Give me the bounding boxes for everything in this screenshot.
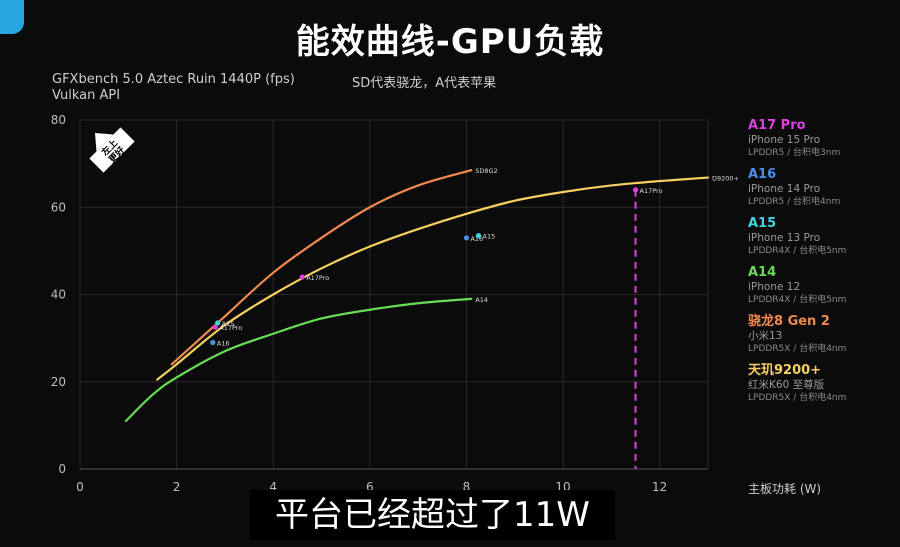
- legend-item-a14: A14 iPhone 12 LPDDR4X / 台积电5nm: [748, 265, 898, 306]
- legend-device: iPhone 14 Pro: [748, 183, 821, 195]
- api-label: Vulkan API: [52, 88, 121, 103]
- y-tick-label: 80: [51, 113, 66, 127]
- legend-device: 小米13: [748, 330, 783, 342]
- legend-device: iPhone 15 Pro: [748, 134, 821, 146]
- better-badge: 左上 更好: [89, 127, 135, 173]
- legend-note: SD代表骁龙，A代表苹果: [352, 76, 497, 91]
- point-label: A17Pro: [219, 324, 242, 332]
- series-line: [156, 176, 710, 381]
- series-line: [170, 169, 473, 366]
- legend-memory: LPDDR5 / 台积电3nm: [748, 148, 841, 158]
- legend-name: 天玑9200+: [748, 363, 822, 378]
- y-tick-label: 60: [51, 200, 66, 214]
- y-tick-label: 40: [51, 288, 66, 302]
- series-end-label: D9200+: [712, 175, 739, 183]
- point-label: A15: [483, 233, 496, 241]
- y-tick-label: 20: [51, 375, 66, 389]
- legend-device: 红米K60 至尊版: [748, 379, 825, 391]
- x-tick-label: 6: [366, 480, 374, 494]
- legend-memory: LPDDR5X / 台积电4nm: [748, 393, 847, 403]
- chart-grid: [79, 119, 709, 470]
- legend-memory: LPDDR5X / 台积电4nm: [748, 344, 847, 354]
- data-point: [463, 235, 470, 241]
- legend-name: 骁龙8 Gen 2: [748, 314, 830, 329]
- legend-memory: LPDDR4X / 台积电5nm: [748, 295, 847, 305]
- legend-device: iPhone 12: [748, 281, 801, 293]
- x-tick-label: 4: [269, 480, 277, 494]
- badge-arrowhead: [95, 133, 114, 152]
- page-title: 能效曲线-GPU负载: [295, 22, 605, 62]
- data-point: [212, 324, 218, 330]
- series-end-label: A14: [475, 296, 488, 304]
- x-axis-label: 主板功耗 (W): [748, 482, 822, 496]
- legend-memory: LPDDR4X / 台积电5nm: [748, 246, 847, 256]
- legend-item-a16: A16 iPhone 14 Pro LPDDR5 / 台积电4nm: [748, 167, 898, 208]
- legend-name: A14: [748, 265, 777, 280]
- data-point: [632, 187, 639, 193]
- data-point: [475, 233, 482, 239]
- legend-device: iPhone 13 Pro: [748, 232, 821, 244]
- legend-item-a15: A15 iPhone 13 Pro LPDDR4X / 台积电5nm: [748, 216, 898, 257]
- benchmark-label: GFXbench 5.0 Aztec Ruin 1440P (fps): [52, 72, 295, 87]
- y-tick-label: 0: [58, 462, 66, 476]
- legend-name: A16: [748, 167, 777, 182]
- legend-item-a17pro: A17 Pro iPhone 15 Pro LPDDR5 / 台积电3nm: [748, 118, 898, 159]
- point-label: A15: [222, 320, 235, 328]
- x-tick-label: 0: [76, 480, 84, 494]
- x-tick-label: 8: [463, 480, 471, 494]
- legend-item-d9200plus: 天玑9200+ 红米K60 至尊版 LPDDR5X / 台积电4nm: [748, 363, 898, 404]
- series-end-label: SD8G2: [475, 167, 497, 175]
- x-tick-label: 2: [173, 480, 181, 494]
- subtitle-caption: 平台已经超过了11W: [250, 490, 615, 540]
- point-label: A17Pro: [306, 274, 329, 282]
- point-label: A17Pro: [640, 187, 663, 195]
- data-point: [299, 274, 305, 280]
- x-tick-label: 12: [652, 480, 667, 494]
- chart-lines: SD8G2 D9200+ A14: [124, 167, 739, 469]
- legend-name: A17 Pro: [748, 118, 806, 133]
- data-point: [215, 320, 221, 326]
- series-line: [124, 297, 473, 423]
- point-label: A16: [217, 339, 230, 347]
- data-point: [210, 339, 216, 346]
- legend: A17 Pro iPhone 15 Pro LPDDR5 / 台积电3nm A1…: [748, 118, 898, 412]
- legend-item-sd8g2: 骁龙8 Gen 2 小米13 LPDDR5X / 台积电4nm: [748, 314, 898, 355]
- brand-logo: [0, 0, 24, 34]
- legend-name: A15: [748, 216, 777, 231]
- legend-memory: LPDDR5 / 台积电4nm: [748, 197, 841, 207]
- badge-arrow: [89, 127, 135, 173]
- point-label: A16: [470, 235, 483, 243]
